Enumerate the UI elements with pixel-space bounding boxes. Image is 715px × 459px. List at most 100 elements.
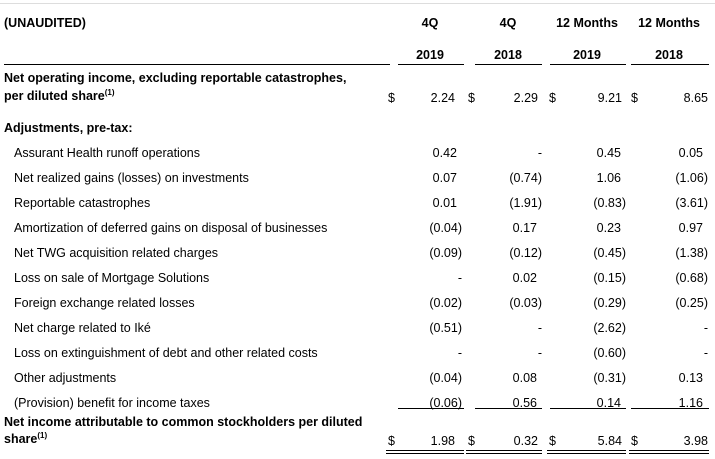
adjustment-value: 0.13	[678, 371, 703, 385]
adjustment-value: (0.25)	[675, 296, 708, 310]
col-1-header-rule	[398, 64, 464, 65]
adjustment-value: -	[457, 271, 462, 285]
col-4-subtotal-rule	[631, 408, 709, 409]
adjustment-value: (0.45)	[593, 246, 626, 260]
noi-currency-4: $	[631, 91, 638, 105]
adjustment-value: (0.29)	[593, 296, 626, 310]
adjustment-value: 0.08	[512, 371, 537, 385]
footnote-marker: (1)	[37, 431, 48, 440]
col-header-4-top: 12 Months	[638, 16, 700, 30]
col-1-total-rule-b	[386, 453, 464, 454]
adjustment-label: Assurant Health runoff operations	[14, 146, 200, 160]
adjustment-value: -	[457, 346, 462, 360]
adjustment-value: (0.74)	[509, 171, 542, 185]
col-2-subtotal-rule	[475, 408, 542, 409]
label-header-rule	[4, 64, 390, 65]
net-income-label-line2: share(1)	[4, 431, 48, 447]
col-header-3-year: 2019	[573, 48, 601, 62]
adjustment-value: 0.23	[596, 221, 621, 235]
adjustment-label: Amortization of deferred gains on dispos…	[14, 221, 328, 235]
adjustment-label: Loss on extinguishment of debt and other…	[14, 346, 318, 360]
adjustment-label: Net charge related to Iké	[14, 321, 151, 335]
adjustment-label: Net realized gains (losses) on investmen…	[14, 171, 249, 185]
adjustment-label: Loss on sale of Mortgage Solutions	[14, 271, 210, 285]
adjustment-value: -	[537, 346, 542, 360]
footnote-marker: (1)	[104, 88, 115, 97]
noi-value-3: 9.21	[597, 91, 622, 105]
adjustment-label: Other adjustments	[14, 371, 117, 385]
noi-value-1: 2.24	[430, 91, 455, 105]
net-income-value-2: 0.32	[513, 434, 538, 448]
col-1-subtotal-rule	[398, 408, 464, 409]
adjustment-value: 0.17	[512, 221, 537, 235]
adjustment-value: (0.60)	[593, 346, 626, 360]
adjustment-value: (0.12)	[509, 246, 542, 260]
col-header-2-year: 2018	[494, 48, 522, 62]
noi-value-2: 2.29	[513, 91, 538, 105]
adjustment-value: (0.15)	[593, 271, 626, 285]
adjustment-value: 0.14	[596, 396, 621, 410]
net-income-label-line1: Net income attributable to common stockh…	[4, 415, 363, 429]
net-income-currency-2: $	[468, 434, 475, 448]
col-header-3-top: 12 Months	[556, 16, 618, 30]
adjustment-value: (0.03)	[509, 296, 542, 310]
col-header-1-top: 4Q	[421, 16, 439, 30]
noi-label-line1: Net operating income, excluding reportab…	[4, 71, 347, 85]
adjustment-value: -	[537, 146, 542, 160]
adjustment-label: Foreign exchange related losses	[14, 296, 195, 310]
net-income-currency-3: $	[549, 434, 556, 448]
top-border	[0, 3, 715, 4]
col-2-header-rule	[475, 64, 542, 65]
col-4-total-rule-a	[629, 450, 709, 451]
adjustment-label: Reportable catastrophes	[14, 196, 151, 210]
col-3-total-rule-a	[547, 450, 626, 451]
adjustment-value: 0.07	[432, 171, 457, 185]
adjustment-value: (0.02)	[429, 296, 462, 310]
col-header-2-top: 4Q	[499, 16, 517, 30]
adjustment-value: 0.05	[678, 146, 703, 160]
adjustment-value: 1.16	[678, 396, 703, 410]
adjustment-label: Net TWG acquisition related charges	[14, 246, 219, 260]
adjustment-value: (0.04)	[429, 371, 462, 385]
adjustment-value: (1.38)	[675, 246, 708, 260]
unaudited-label: (UNAUDITED)	[4, 16, 86, 30]
adjustments-heading: Adjustments, pre-tax:	[4, 121, 133, 135]
adjustment-value: (0.51)	[429, 321, 462, 335]
col-4-header-rule	[631, 64, 709, 65]
adjustment-value: -	[537, 321, 542, 335]
adjustment-value: 0.97	[678, 221, 703, 235]
col-3-header-rule	[550, 64, 626, 65]
noi-currency-1: $	[388, 91, 395, 105]
adjustment-value: (1.91)	[509, 196, 542, 210]
col-1-total-rule-a	[386, 450, 464, 451]
adjustment-value: (0.31)	[593, 371, 626, 385]
col-header-1-year: 2019	[416, 48, 444, 62]
adjustment-value: 0.42	[432, 146, 457, 160]
adjustment-value: (0.06)	[429, 396, 462, 410]
noi-currency-2: $	[468, 91, 475, 105]
net-income-value-4: 3.98	[683, 434, 708, 448]
col-3-total-rule-b	[547, 453, 626, 454]
net-income-currency-4: $	[631, 434, 638, 448]
col-3-subtotal-rule	[550, 408, 626, 409]
adjustment-value: 1.06	[596, 171, 621, 185]
net-income-value-3: 5.84	[597, 434, 622, 448]
net-income-value-1: 1.98	[430, 434, 455, 448]
noi-label-line2: per diluted share(1)	[4, 88, 115, 104]
col-2-total-rule-a	[466, 450, 542, 451]
adjustment-value: (0.68)	[675, 271, 708, 285]
adjustment-value: (0.09)	[429, 246, 462, 260]
adjustment-value: -	[703, 346, 708, 360]
adjustment-value: (0.04)	[429, 221, 462, 235]
adjustment-value: 0.56	[512, 396, 537, 410]
adjustment-value: 0.01	[432, 196, 457, 210]
col-header-4-year: 2018	[655, 48, 683, 62]
net-income-currency-1: $	[388, 434, 395, 448]
adjustment-value: (3.61)	[675, 196, 708, 210]
adjustment-value: -	[703, 321, 708, 335]
adjustment-value: (2.62)	[593, 321, 626, 335]
col-2-total-rule-b	[466, 453, 542, 454]
adjustment-value: (0.83)	[593, 196, 626, 210]
noi-value-4: 8.65	[683, 91, 708, 105]
